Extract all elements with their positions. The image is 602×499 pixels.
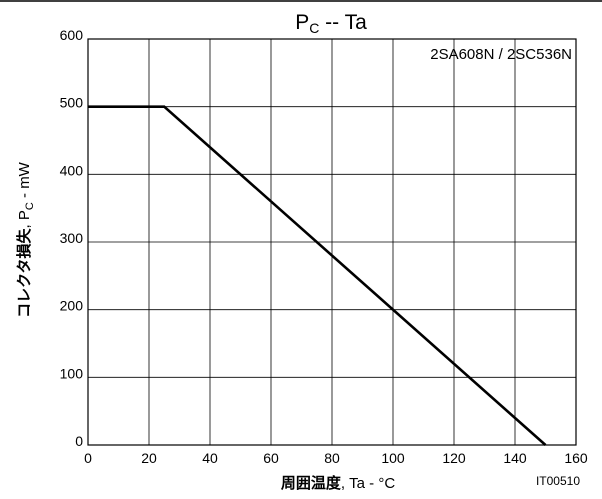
x-tick-label-6: 120 xyxy=(442,450,466,466)
y-tick-label-0: 0 xyxy=(75,433,83,449)
series-group xyxy=(88,105,547,446)
part-number-annotation: 2SA608N / 2SC536N xyxy=(430,46,572,63)
x-tick-label-8: 160 xyxy=(564,450,588,466)
plot-frame xyxy=(87,38,577,446)
y-tick-label-6: 600 xyxy=(60,27,84,43)
y-tick-labels: 0 100 200 300 400 500 600 xyxy=(60,27,84,449)
x-tick-label-4: 80 xyxy=(324,450,340,466)
y-tick-label-4: 400 xyxy=(60,162,84,178)
y-tick-label-1: 100 xyxy=(60,365,84,381)
x-tick-label-1: 20 xyxy=(141,450,157,466)
x-axis-label: 周囲温度, Ta - °C xyxy=(281,474,396,492)
chart-title: PC -- Ta xyxy=(295,11,367,36)
figure-code: IT00510 xyxy=(536,474,580,488)
y-tick-label-5: 500 xyxy=(60,95,84,111)
x-tick-labels: 0 20 40 60 80 100 120 140 160 xyxy=(84,450,588,466)
x-tick-label-5: 100 xyxy=(381,450,405,466)
y-tick-label-2: 200 xyxy=(60,298,84,314)
grid xyxy=(88,39,576,445)
y-axis-label: コレクタ損失, PC - mW xyxy=(15,161,36,318)
x-tick-label-0: 0 xyxy=(84,450,92,466)
x-tick-label-2: 40 xyxy=(202,450,218,466)
x-tick-label-3: 60 xyxy=(263,450,279,466)
y-tick-label-3: 300 xyxy=(60,230,84,246)
series-line-0 xyxy=(88,105,547,446)
x-tick-label-7: 140 xyxy=(503,450,527,466)
